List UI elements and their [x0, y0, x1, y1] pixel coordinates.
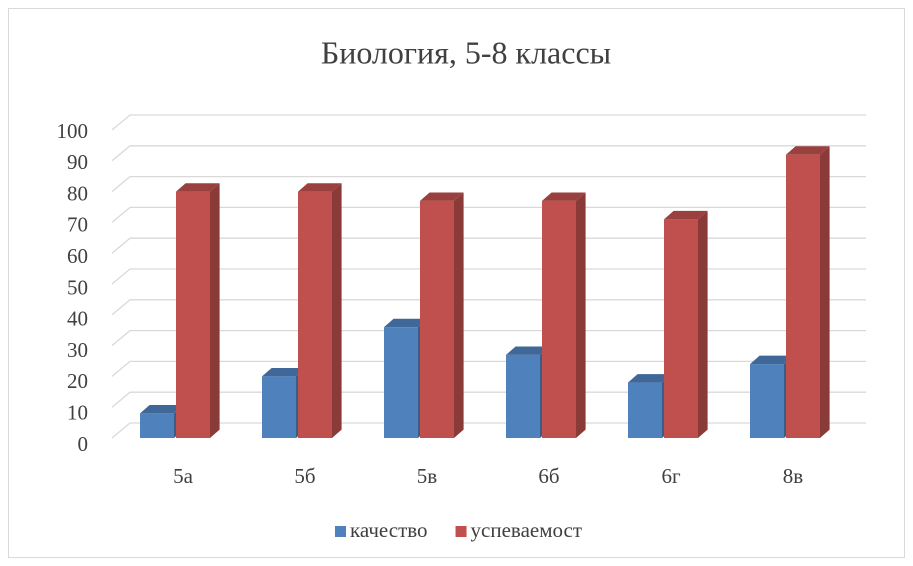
bar-top [506, 346, 550, 355]
bar-side [454, 192, 464, 438]
bar [140, 413, 174, 438]
bar-side [210, 183, 220, 438]
bar-top [664, 210, 708, 220]
x-tick-label: 6г [661, 464, 681, 488]
legend-swatch [455, 526, 467, 537]
grid-line [111, 268, 866, 285]
grid-line [111, 299, 866, 316]
x-tick-label: 5а [173, 464, 194, 488]
bar [542, 200, 576, 438]
bar [262, 376, 296, 438]
chart-title: Биология, 5-8 классы [321, 34, 611, 70]
legend-swatch [335, 526, 346, 537]
bar [628, 382, 662, 438]
grid-line [111, 237, 866, 254]
grid-line [111, 114, 866, 131]
x-tick-label: 5в [417, 464, 438, 488]
bar [176, 191, 210, 438]
y-tick-label: 20 [67, 369, 88, 393]
grid-line [111, 360, 866, 377]
bar-top [628, 374, 672, 383]
bar-top [298, 183, 342, 192]
bar-top [786, 146, 830, 155]
bar-top [420, 192, 464, 201]
y-tick-label: 100 [57, 119, 89, 143]
grid-line [111, 329, 866, 347]
bar-top [542, 192, 586, 201]
grid-line [111, 391, 866, 408]
y-tick-label: 80 [67, 181, 88, 205]
bar [786, 154, 820, 438]
y-tick-label: 90 [67, 150, 88, 174]
bar [420, 200, 454, 438]
y-tick-label: 30 [67, 338, 88, 362]
bar [664, 219, 698, 438]
bar [506, 354, 540, 438]
y-tick-label: 10 [67, 401, 88, 425]
bar [750, 364, 784, 438]
bar-top [140, 404, 184, 414]
bar [384, 327, 418, 438]
y-tick-label: 70 [67, 213, 88, 237]
bar-top [262, 368, 306, 377]
bar-side [576, 192, 586, 438]
x-tick-label: 8в [783, 464, 804, 488]
y-tick-label: 50 [67, 275, 88, 299]
bar-side [332, 183, 342, 438]
bar [298, 191, 332, 438]
grid-line [111, 206, 866, 223]
x-tick-label: 5б [294, 464, 315, 488]
bar-side [698, 210, 708, 438]
y-tick-label: 60 [67, 244, 88, 268]
bar-top [176, 183, 220, 192]
y-tick-label: 40 [67, 307, 88, 331]
legend-label: успеваемост [471, 518, 582, 542]
bar-top [750, 355, 794, 365]
legend-label: качество [350, 518, 428, 542]
bar-side [820, 146, 830, 439]
grid-line [111, 422, 866, 439]
grid-line [111, 145, 866, 162]
grid-line [111, 175, 866, 193]
bar-top [384, 318, 428, 328]
x-tick-label: 6б [538, 464, 559, 488]
y-tick-label: 0 [78, 432, 89, 456]
